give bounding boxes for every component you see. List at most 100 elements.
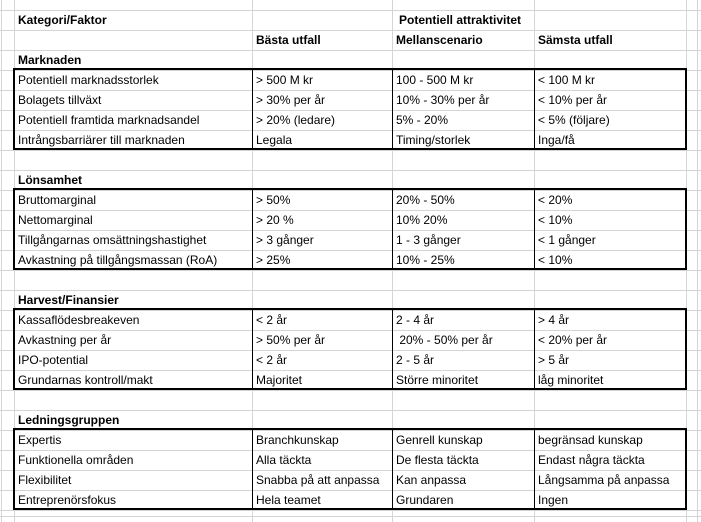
cell-factor[interactable]: Potentiell framtida marknadsandel <box>18 113 200 127</box>
cell-best[interactable]: > 20 % <box>256 213 294 227</box>
cell-factor[interactable]: Flexibilitet <box>18 473 72 487</box>
gridline-horizontal <box>0 290 701 291</box>
cell-mid[interactable]: 10% - 30% per år <box>396 93 490 107</box>
table-row: Avkastning på tillgångsmassan (RoA) > 25… <box>0 250 701 270</box>
cell-best[interactable]: > 50% per år <box>256 333 326 347</box>
cell-factor[interactable]: Avkastning på tillgångsmassan (RoA) <box>18 253 218 267</box>
cell-worst[interactable]: låg minoritet <box>538 373 604 387</box>
cell-best[interactable]: > 30% per år <box>256 93 326 107</box>
group-title-row: Harvest/Finansier <box>0 290 701 310</box>
cell-best[interactable]: Legala <box>256 133 293 147</box>
cell-factor[interactable]: Nettomarginal <box>18 213 93 227</box>
cell-factor[interactable]: Grundarnas kontroll/makt <box>18 373 153 387</box>
cell-best[interactable]: > 25% <box>256 253 291 267</box>
gridline-horizontal <box>0 170 701 171</box>
cell-factor[interactable]: Funktionella områden <box>18 453 134 467</box>
col-header-worst[interactable]: Sämsta utfall <box>538 33 613 47</box>
cell-worst[interactable]: < 10% <box>538 253 573 267</box>
table-row: Intrångsbarriärer till marknaden Legala … <box>0 130 701 150</box>
gridline-horizontal <box>0 250 701 251</box>
table-row: Tillgångarnas omsättningshastighet > 3 g… <box>0 230 701 250</box>
cell-worst[interactable]: < 100 M kr <box>538 73 596 87</box>
cell-worst[interactable]: > 5 år <box>538 353 570 367</box>
cell-mid[interactable]: 20% - 50% per år <box>396 333 493 347</box>
gridline-horizontal <box>0 270 701 271</box>
table-row: Bruttomarginal > 50% 20% - 50% < 20% <box>0 190 701 210</box>
cell-best[interactable]: > 20% (ledare) <box>256 113 336 127</box>
cell-mid[interactable]: Kan anpassa <box>396 473 467 487</box>
cell-worst[interactable]: Inga/få <box>538 133 575 147</box>
cell-factor[interactable]: Bruttomarginal <box>18 193 97 207</box>
span-header-cell[interactable]: Potentiell attraktivitet <box>399 13 522 27</box>
cell-best[interactable]: > 50% <box>256 193 291 207</box>
cell-worst[interactable]: > 4 år <box>538 313 570 327</box>
cell-mid[interactable]: 100 - 500 M kr <box>396 73 474 87</box>
gridline-horizontal <box>0 510 701 511</box>
gridline-horizontal <box>0 30 701 31</box>
cell-best[interactable]: Snabba på att anpassa <box>256 473 380 487</box>
gridline-horizontal <box>0 90 701 91</box>
column-header-row: Bästa utfall Mellanscenario Sämsta utfal… <box>0 30 701 50</box>
cell-best[interactable]: Branchkunskap <box>256 433 339 447</box>
gridline-vertical <box>697 0 698 522</box>
cell-mid[interactable]: 2 - 4 år <box>396 313 435 327</box>
gridline-horizontal <box>0 370 701 371</box>
cell-factor[interactable]: Bolagets tillväxt <box>18 93 102 107</box>
cell-best[interactable]: Alla täckta <box>256 453 312 467</box>
cell-mid[interactable]: 5% - 20% <box>396 113 449 127</box>
gridline-horizontal <box>0 110 701 111</box>
cell-best[interactable]: Majoritet <box>256 373 303 387</box>
cell-best[interactable]: < 2 år <box>256 313 288 327</box>
cell-worst[interactable]: Endast några täckta <box>538 453 645 467</box>
cell-best[interactable]: > 500 M kr <box>256 73 314 87</box>
col-header-mid[interactable]: Mellanscenario <box>396 33 483 47</box>
gridline-horizontal <box>0 390 701 391</box>
cell-factor[interactable]: Kassaflödesbreakeven <box>18 313 140 327</box>
gridline-horizontal <box>0 410 701 411</box>
gridline-horizontal <box>0 470 701 471</box>
cell-best[interactable]: < 2 år <box>256 353 288 367</box>
cell-mid[interactable]: De flesta täckta <box>396 453 479 467</box>
cell-mid[interactable]: 20% - 50% <box>396 193 455 207</box>
table-row: Funktionella områden Alla täckta De fles… <box>0 450 701 470</box>
group-title-lonsamhet[interactable]: Lönsamhet <box>18 173 83 187</box>
cell-factor[interactable]: Tillgångarnas omsättningshastighet <box>18 233 207 247</box>
gridline-horizontal <box>0 230 701 231</box>
cell-mid[interactable]: 10% 20% <box>396 213 448 227</box>
group-title-marknaden[interactable]: Marknaden <box>18 53 82 67</box>
cell-worst[interactable]: < 20% <box>538 193 573 207</box>
cell-worst[interactable]: < 10% <box>538 213 573 227</box>
cell-factor[interactable]: Expertis <box>18 433 62 447</box>
table-row: Expertis Branchkunskap Genrell kunskap b… <box>0 430 701 450</box>
cell-factor[interactable]: Potentiell marknadsstorlek <box>18 73 159 87</box>
table-row: Grundarnas kontroll/makt Majoritet Störr… <box>0 370 701 390</box>
gridline-horizontal <box>0 150 701 151</box>
cell-worst[interactable]: Långsamma på anpassa <box>538 473 670 487</box>
group-title-row: Marknaden <box>0 50 701 70</box>
cell-mid[interactable]: Timing/storlek <box>396 133 471 147</box>
corner-header-cell[interactable]: Kategori/Faktor <box>18 13 107 27</box>
cell-worst[interactable]: < 10% per år <box>538 93 608 107</box>
group-title-harvest-finansier[interactable]: Harvest/Finansier <box>18 293 119 307</box>
cell-factor[interactable]: Entreprenörsfokus <box>18 493 117 507</box>
cell-best[interactable]: Hela teamet <box>256 493 321 507</box>
cell-worst[interactable]: < 1 gånger <box>538 233 596 247</box>
cell-worst[interactable]: < 5% (följare) <box>538 113 610 127</box>
cell-mid[interactable]: 10% - 25% <box>396 253 455 267</box>
cell-mid[interactable]: Genrell kunskap <box>396 433 483 447</box>
cell-worst[interactable]: < 20% per år <box>538 333 608 347</box>
cell-factor[interactable]: Intrångsbarriärer till marknaden <box>18 133 185 147</box>
cell-best[interactable]: > 3 gånger <box>256 233 314 247</box>
cell-factor[interactable]: Avkastning per år <box>18 333 112 347</box>
group-title-ledningsgruppen[interactable]: Ledningsgruppen <box>18 413 120 427</box>
col-header-best[interactable]: Bästa utfall <box>256 33 321 47</box>
cell-mid[interactable]: Större minoritet <box>396 373 479 387</box>
cell-factor[interactable]: IPO-potential <box>18 353 89 367</box>
cell-mid[interactable]: 2 - 5 år <box>396 353 435 367</box>
cell-mid[interactable]: 1 - 3 gånger <box>396 233 461 247</box>
cell-worst[interactable]: begränsad kunskap <box>538 433 643 447</box>
cell-worst[interactable]: Ingen <box>538 493 569 507</box>
table-row: Kassaflödesbreakeven < 2 år 2 - 4 år > 4… <box>0 310 701 330</box>
gridline-horizontal <box>0 50 701 51</box>
cell-mid[interactable]: Grundaren <box>396 493 454 507</box>
